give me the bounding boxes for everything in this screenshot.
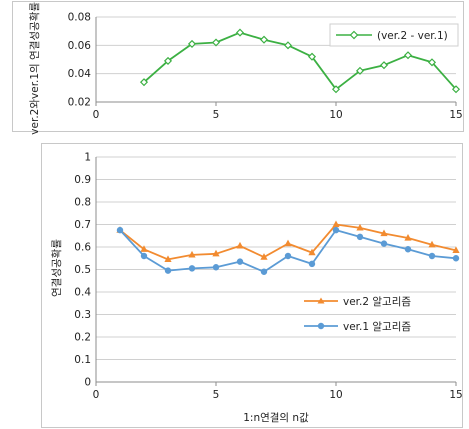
- data-point: [211, 38, 221, 47]
- data-point: [164, 255, 172, 262]
- data-point: [284, 252, 292, 260]
- x-tick-label: 10: [329, 389, 342, 401]
- data-point: [331, 85, 341, 94]
- data-point: [451, 85, 461, 94]
- top-chart-axes: [95, 17, 457, 106]
- data-point: [235, 28, 245, 37]
- data-point: [307, 52, 317, 61]
- y-tick-label: 0.06: [68, 40, 92, 52]
- data-point: [452, 255, 460, 262]
- bottom-legend-marker-ver1: [317, 322, 325, 330]
- bottom-legend-marker-ver2: [317, 297, 325, 304]
- data-point: [236, 258, 244, 265]
- top-legend-box: [329, 23, 459, 47]
- top-legend-label: (ver.2 - ver.1): [377, 30, 448, 42]
- data-point: [332, 220, 340, 228]
- bottom-chart-gridlines: [96, 156, 456, 360]
- data-point: [260, 253, 268, 260]
- top-chart-series: [139, 28, 461, 94]
- data-point: [380, 240, 388, 247]
- data-point: [212, 264, 220, 271]
- y-tick-label: 1: [84, 152, 91, 164]
- top-chart-frame: [12, 1, 464, 132]
- data-point: [139, 78, 149, 87]
- y-tick-label: 0: [84, 377, 91, 389]
- y-tick-label: 0.9: [74, 174, 91, 186]
- bottom-chart-x-label: 1:n연결의 n값: [243, 412, 309, 424]
- data-point: [212, 249, 220, 257]
- data-point: [187, 39, 197, 48]
- x-tick-label: 0: [93, 389, 100, 401]
- bottom-chart-series: [116, 220, 460, 275]
- data-point: [236, 241, 244, 249]
- y-tick-label: 0.08: [68, 12, 91, 24]
- bottom-legend-label-ver2: ver.2 알고리즘: [343, 296, 411, 308]
- data-point: [260, 268, 268, 275]
- bottom-chart-axes: [95, 157, 457, 386]
- y-tick-label: 0.4: [74, 287, 91, 299]
- y-tick-label: 0.8: [74, 197, 91, 209]
- data-point: [356, 223, 364, 231]
- y-tick-label: 0.2: [74, 332, 91, 344]
- data-point: [356, 233, 364, 241]
- data-point: [164, 267, 172, 274]
- data-point: [308, 248, 316, 256]
- data-point: [404, 234, 412, 241]
- series-line: [143, 31, 457, 91]
- bottom-chart-legend: ver.2 알고리즘 ver.1 알고리즘: [304, 296, 411, 333]
- data-point: [284, 239, 292, 247]
- y-tick-label: 0.02: [68, 97, 91, 109]
- y-tick-label: 0.1: [74, 354, 91, 366]
- data-point: [332, 226, 340, 234]
- y-tick-label: 0.04: [68, 68, 92, 80]
- x-tick-label: 0: [93, 109, 100, 121]
- top-chart-y-label: ver.2와ver.1의 연결성공확률 차이: [28, 0, 41, 135]
- top-chart: 0.02 0.04 0.06 0.08 0 5 10 15 ver.2와ver.1의 연결성…: [12, 0, 464, 135]
- data-point: [428, 240, 436, 248]
- bottom-chart-y-label: 연결성공확률: [50, 239, 63, 297]
- bottom-chart-x-ticks: 0 5 10 15: [93, 389, 463, 401]
- data-point: [116, 226, 124, 234]
- data-point: [283, 41, 293, 50]
- data-point: [452, 246, 460, 253]
- data-point: [140, 252, 148, 260]
- x-tick-label: 5: [213, 389, 220, 401]
- data-point: [188, 250, 196, 258]
- bottom-legend-label-ver1: ver.1 알고리즘: [343, 321, 411, 333]
- data-point: [355, 66, 365, 75]
- data-point: [163, 56, 173, 65]
- top-chart-x-ticks: 0 5 10 15: [93, 109, 463, 121]
- top-legend-marker: [349, 30, 359, 40]
- data-point: [188, 265, 196, 272]
- top-chart-legend: (ver.2 - ver.1): [329, 23, 459, 47]
- data-point: [428, 252, 436, 260]
- x-tick-label: 15: [449, 389, 462, 401]
- bottom-chart-frame: [41, 143, 463, 428]
- data-point: [427, 58, 437, 67]
- data-point: [379, 61, 389, 70]
- y-tick-label: 0.5: [74, 264, 91, 276]
- x-tick-label: 15: [449, 109, 462, 121]
- top-chart-y-ticks: 0.02 0.04 0.06 0.08: [68, 12, 92, 109]
- data-point: [403, 51, 413, 60]
- bottom-chart-y-ticks: 0 0.1 0.2 0.3 0.4 0.5 0.6 0.7 0.8 0.9 1: [74, 152, 91, 389]
- y-tick-label: 0.3: [74, 309, 91, 321]
- x-tick-label: 5: [213, 109, 220, 121]
- data-point: [140, 245, 148, 252]
- data-point: [259, 35, 269, 44]
- y-tick-label: 0.6: [74, 242, 91, 254]
- data-point: [308, 260, 316, 268]
- bottom-chart: 0 0.1 0.2 0.3 0.4 0.5 0.6 0.7 0.8 0.9 1 0 5 10 15 연결성…: [41, 143, 463, 428]
- x-tick-label: 10: [329, 109, 342, 121]
- data-point: [404, 246, 412, 253]
- y-tick-label: 0.7: [74, 219, 91, 231]
- data-point: [380, 229, 388, 237]
